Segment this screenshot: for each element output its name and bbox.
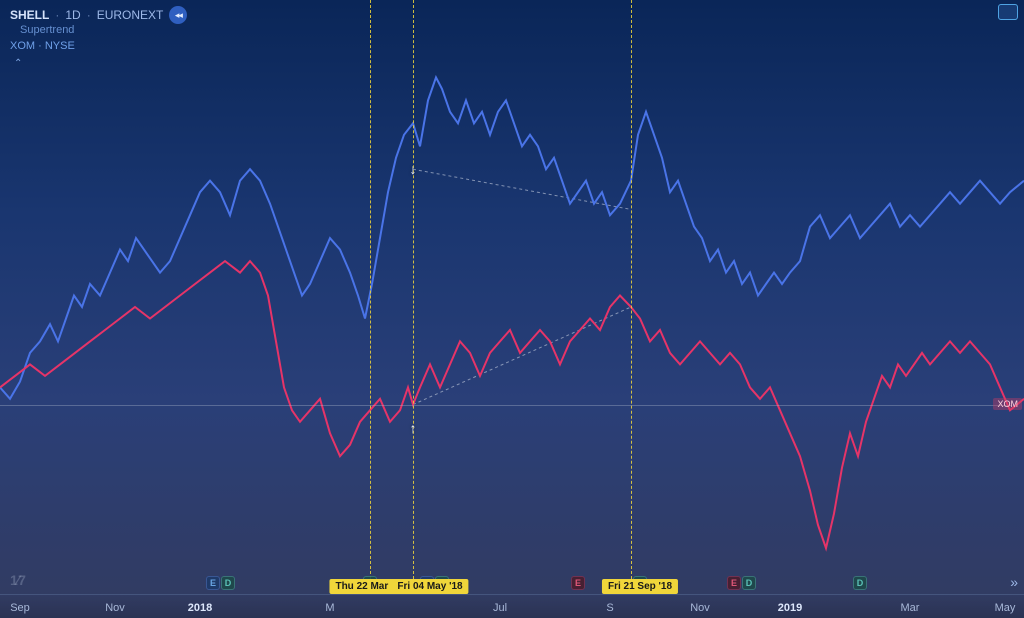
time-marker-line[interactable] <box>413 0 414 594</box>
arrow-icon: ↑ <box>410 420 417 436</box>
price-chart[interactable] <box>0 0 1024 618</box>
xaxis-tick: S <box>606 602 613 614</box>
dividend-marker[interactable]: D <box>221 576 235 590</box>
dividend-marker[interactable]: D <box>742 576 756 590</box>
xaxis-tick: 2018 <box>188 602 212 614</box>
arrow-icon: ↓ <box>410 161 417 177</box>
earnings-marker[interactable]: E <box>727 576 741 590</box>
baseline <box>0 405 1012 406</box>
dividend-marker[interactable]: D <box>853 576 867 590</box>
date-pill: Fri 04 May '18 <box>391 579 468 594</box>
time-marker-line[interactable] <box>631 0 632 594</box>
scroll-right-icon[interactable]: » <box>1010 574 1018 590</box>
time-axis[interactable]: Sep Nov 2018 M Jul S Nov 2019 Mar May <box>0 594 1024 618</box>
xaxis-tick: May <box>995 602 1016 614</box>
xaxis-tick: M <box>325 602 334 614</box>
xaxis-tick: Jul <box>493 602 507 614</box>
xaxis-tick: Nov <box>105 602 125 614</box>
xaxis-tick: Sep <box>10 602 30 614</box>
time-marker-line[interactable] <box>370 0 371 594</box>
xaxis-tick: Nov <box>690 602 710 614</box>
compare-price-pill: XOM <box>993 398 1022 410</box>
date-pill: Fri 21 Sep '18 <box>602 579 678 594</box>
earnings-marker[interactable]: E <box>571 576 585 590</box>
tradingview-logo-icon: 1⁄7 <box>10 572 25 588</box>
earnings-marker[interactable]: E <box>206 576 220 590</box>
xaxis-tick: 2019 <box>778 602 802 614</box>
xaxis-tick: Mar <box>901 602 920 614</box>
